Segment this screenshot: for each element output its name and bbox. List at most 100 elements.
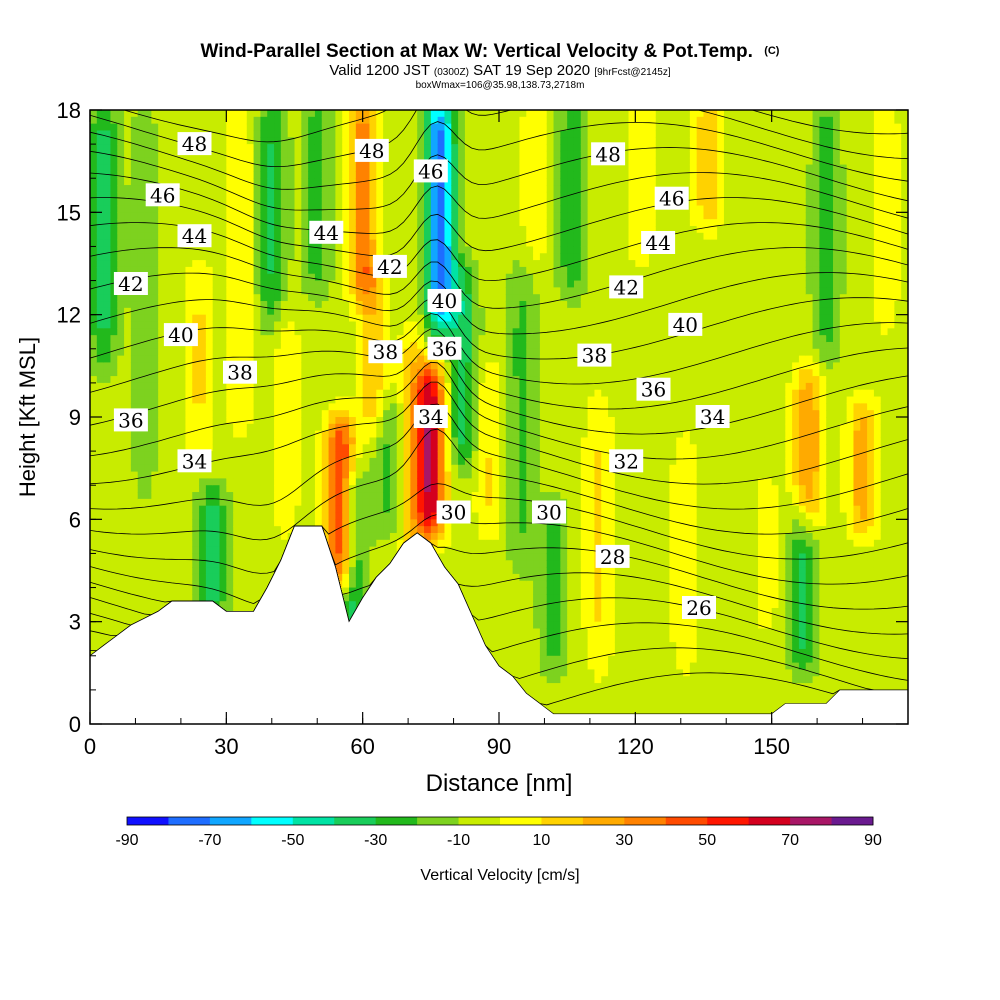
velocity-cell bbox=[383, 239, 391, 248]
velocity-cell bbox=[137, 137, 146, 145]
velocity-cell bbox=[253, 328, 262, 336]
velocity-cell bbox=[424, 253, 432, 261]
velocity-cell bbox=[424, 219, 432, 227]
velocity-cell bbox=[403, 178, 411, 186]
velocity-cell bbox=[110, 444, 118, 452]
velocity-cell bbox=[274, 110, 282, 118]
velocity-cell bbox=[362, 444, 371, 452]
velocity-cell bbox=[110, 198, 118, 207]
velocity-cell bbox=[383, 505, 391, 514]
velocity-cell bbox=[144, 376, 152, 384]
velocity-cell bbox=[130, 171, 139, 179]
velocity-cell bbox=[280, 362, 289, 370]
velocity-cell bbox=[158, 478, 166, 486]
velocity-cell bbox=[219, 198, 227, 207]
velocity-cell bbox=[253, 485, 262, 493]
velocity-cell bbox=[362, 410, 371, 418]
velocity-cell bbox=[96, 110, 105, 118]
velocity-cell bbox=[267, 573, 275, 582]
velocity-cell bbox=[137, 430, 146, 439]
velocity-cell bbox=[328, 191, 336, 200]
velocity-cell bbox=[417, 287, 425, 295]
velocity-cell bbox=[294, 321, 302, 329]
velocity-cell bbox=[328, 150, 336, 159]
velocity-cell bbox=[226, 348, 234, 357]
velocity-cell bbox=[349, 116, 357, 125]
velocity-cell bbox=[90, 608, 98, 616]
velocity-cell bbox=[151, 410, 159, 418]
velocity-cell bbox=[137, 573, 146, 582]
velocity-cell bbox=[130, 389, 139, 398]
velocity-cell bbox=[124, 444, 132, 452]
velocity-cell bbox=[90, 553, 98, 561]
velocity-cell bbox=[274, 505, 282, 514]
velocity-cell bbox=[96, 519, 105, 527]
velocity-cell bbox=[274, 512, 282, 520]
velocity-cell bbox=[137, 560, 146, 568]
velocity-cell bbox=[171, 587, 180, 595]
velocity-cell bbox=[158, 519, 166, 527]
velocity-cell bbox=[226, 396, 234, 404]
velocity-cell bbox=[124, 601, 132, 609]
velocity-cell bbox=[144, 539, 152, 548]
velocity-cell bbox=[253, 498, 262, 507]
velocity-cell bbox=[362, 451, 371, 459]
velocity-cell bbox=[192, 532, 200, 541]
velocity-cell bbox=[355, 123, 364, 132]
velocity-cell bbox=[328, 341, 336, 350]
velocity-cell bbox=[287, 205, 296, 213]
velocity-cell bbox=[144, 266, 152, 275]
velocity-cell bbox=[103, 219, 112, 227]
velocity-cell bbox=[287, 314, 296, 323]
velocity-cell bbox=[362, 260, 371, 268]
velocity-cell bbox=[396, 294, 405, 302]
velocity-cell bbox=[103, 580, 112, 589]
velocity-cell bbox=[199, 403, 207, 411]
velocity-cell bbox=[424, 321, 432, 329]
velocity-cell bbox=[246, 498, 255, 507]
velocity-cell bbox=[158, 553, 166, 561]
velocity-cell bbox=[96, 355, 105, 364]
velocity-cell bbox=[192, 287, 200, 295]
velocity-cell bbox=[178, 485, 187, 493]
velocity-cell bbox=[349, 246, 357, 254]
velocity-cell bbox=[233, 116, 241, 125]
velocity-cell bbox=[410, 478, 418, 486]
velocity-cell bbox=[185, 519, 193, 527]
velocity-cell bbox=[144, 137, 152, 145]
velocity-cell bbox=[212, 205, 221, 213]
velocity-cell bbox=[314, 144, 323, 152]
velocity-cell bbox=[451, 328, 459, 336]
velocity-cell bbox=[205, 198, 214, 207]
velocity-cell bbox=[260, 492, 268, 500]
velocity-cell bbox=[328, 178, 336, 186]
velocity-cell bbox=[124, 580, 132, 589]
velocity-cell bbox=[212, 301, 221, 309]
velocity-cell bbox=[424, 212, 432, 220]
velocity-cell bbox=[110, 225, 118, 234]
velocity-cell bbox=[389, 492, 398, 500]
velocity-cell bbox=[410, 396, 418, 404]
velocity-cell bbox=[260, 376, 268, 384]
velocity-cell bbox=[403, 150, 411, 159]
velocity-cell bbox=[239, 519, 248, 527]
velocity-cell bbox=[301, 444, 309, 452]
velocity-cell bbox=[205, 587, 214, 595]
velocity-cell bbox=[110, 348, 118, 357]
velocity-cell bbox=[103, 457, 112, 466]
velocity-cell bbox=[205, 321, 214, 329]
velocity-cell bbox=[308, 471, 316, 479]
velocity-cell bbox=[178, 417, 187, 425]
velocity-cell bbox=[151, 505, 159, 514]
velocity-cell bbox=[226, 505, 234, 514]
velocity-cell bbox=[403, 485, 411, 493]
velocity-cell bbox=[294, 417, 302, 425]
velocity-cell bbox=[308, 485, 316, 493]
velocity-cell bbox=[171, 423, 180, 432]
velocity-cell bbox=[110, 178, 118, 186]
velocity-cell bbox=[212, 471, 221, 479]
velocity-cell bbox=[178, 280, 187, 288]
velocity-cell bbox=[267, 546, 275, 555]
velocity-cell bbox=[151, 573, 159, 582]
velocity-cell bbox=[90, 246, 98, 254]
